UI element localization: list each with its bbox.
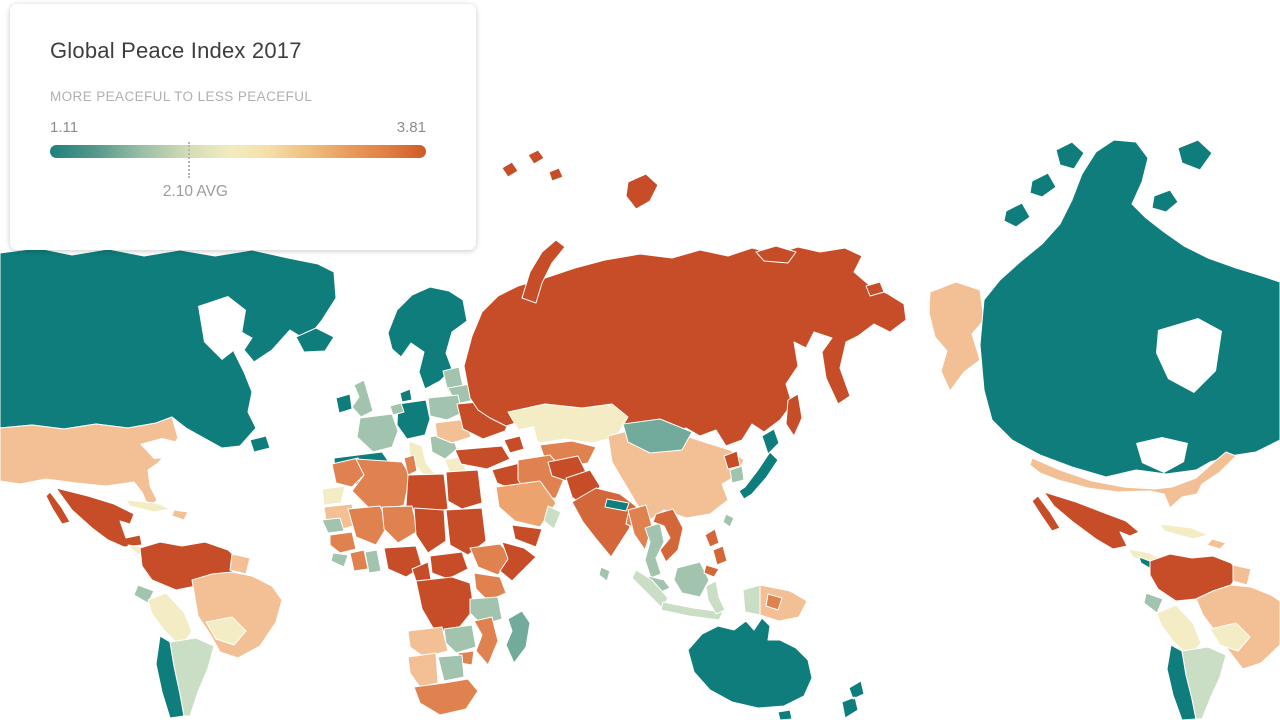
region-saudi-arabia[interactable] [495,480,557,528]
region-central-african-republic[interactable] [429,551,469,580]
legend-min-label: 1.11 [50,119,79,136]
region-wrangel[interactable] [865,281,885,297]
region-ireland[interactable] [335,393,353,414]
region-somalia[interactable] [499,541,537,582]
region-sulawesi[interactable] [705,580,726,615]
region-bolivia-east[interactable] [1209,622,1251,652]
average-tick-marker [187,142,190,178]
region-benelux[interactable] [389,402,405,416]
region-peru-west[interactable] [147,592,193,647]
region-mali[interactable] [347,505,389,546]
region-bolivia-west[interactable] [205,616,247,646]
region-turkey[interactable] [454,445,511,470]
region-egypt[interactable] [445,469,483,510]
region-mexico-east[interactable] [1031,491,1140,550]
region-mexico-west[interactable] [45,487,143,548]
color-scale-bar [50,145,426,158]
region-nepal-bhutan[interactable] [604,498,630,512]
region-caucasus[interactable] [503,435,525,454]
region-arctic-islands-right[interactable] [1003,139,1213,228]
region-senegal[interactable] [321,517,345,534]
region-ecuador-west[interactable] [133,584,155,604]
page-title: Global Peace Index 2017 [50,38,302,63]
legend-bar-wrap: 2.10 AVG [50,142,426,209]
region-borneo[interactable] [673,561,710,598]
region-sri-lanka[interactable] [598,566,611,582]
region-argentina-east[interactable] [1181,646,1227,720]
region-poland[interactable] [427,394,463,421]
region-indonesia-papua[interactable] [742,584,761,616]
region-niger[interactable] [381,505,419,544]
region-mongolia[interactable] [622,418,693,454]
region-oman[interactable] [543,505,562,530]
legend-minmax-row: 1.11 3.81 [50,119,426,136]
region-sakhalin[interactable] [785,393,803,437]
region-indochina[interactable] [652,508,684,563]
region-sierra-leone[interactable] [330,552,349,568]
average-label: 2.10 AVG [162,183,228,200]
region-western-sahara[interactable] [321,485,346,506]
region-new-zealand[interactable] [841,680,865,719]
region-canada-east[interactable] [979,139,1280,478]
region-thailand[interactable] [644,522,665,579]
region-guyanas-west[interactable] [229,553,251,575]
legend-card: Global Peace Index 2017 MORE PEACEFUL TO… [10,4,476,250]
region-botswana[interactable] [437,654,465,682]
region-dr-congo[interactable] [415,576,475,634]
region-zambia[interactable] [443,624,477,654]
region-arctic-islands-east[interactable] [755,245,797,264]
region-mozambique[interactable] [473,616,499,666]
region-newfoundland[interactable] [249,435,271,453]
region-java[interactable] [660,601,724,621]
region-south-africa[interactable] [413,678,479,716]
region-severnaya-zemlya[interactable] [625,173,659,210]
region-ecuador-east[interactable] [1143,592,1164,614]
region-novaya-zemlya[interactable] [521,239,566,304]
legend-subtitle: MORE PEACEFUL TO LESS PEACEFUL [50,89,313,104]
region-guinea[interactable] [329,531,357,554]
region-uganda-kenya[interactable] [473,572,507,602]
region-philippines[interactable] [703,528,728,578]
region-yemen[interactable] [511,524,543,548]
region-uk[interactable] [351,379,374,418]
region-france[interactable] [356,413,399,453]
region-taiwan[interactable] [722,513,735,528]
legend-max-label: 3.81 [396,119,426,136]
region-japan[interactable] [738,428,780,500]
water-great-lakes-east [1136,437,1188,473]
water-hudson-bay-east [1156,318,1222,393]
region-cuba-west[interactable] [125,499,171,513]
region-scandinavia[interactable] [387,286,468,390]
region-denmark[interactable] [399,388,413,403]
region-australia[interactable] [687,617,813,709]
region-angola[interactable] [407,626,449,658]
water-great-lakes-west [140,438,182,459]
region-us-west[interactable] [0,416,179,510]
region-madagascar[interactable] [505,610,531,664]
region-south-korea[interactable] [729,465,745,484]
water-hudson-bay [198,296,246,360]
region-chad[interactable] [413,507,447,554]
region-tunisia[interactable] [403,454,418,476]
region-argentina-west[interactable] [169,637,215,717]
region-ghana[interactable] [364,549,382,574]
region-germany-alps[interactable] [396,399,431,440]
region-cuba-east[interactable] [1159,523,1209,540]
region-papua-new-guinea[interactable] [759,584,808,622]
region-north-korea[interactable] [723,450,741,470]
region-alaska[interactable] [928,281,985,392]
region-png-highlands[interactable] [765,593,783,611]
region-iceland[interactable] [295,327,335,353]
water-caspian-sea [516,426,540,460]
region-tasmania[interactable] [777,709,793,720]
region-namibia[interactable] [407,652,439,688]
region-hispaniola-east[interactable] [1206,538,1227,550]
region-guyanas-east[interactable] [1232,564,1252,586]
region-us-east[interactable] [1029,451,1237,509]
region-china[interactable] [607,427,745,521]
region-hispaniola-west[interactable] [171,509,189,521]
region-morocco[interactable] [331,457,367,488]
region-svalbard[interactable] [501,149,564,182]
